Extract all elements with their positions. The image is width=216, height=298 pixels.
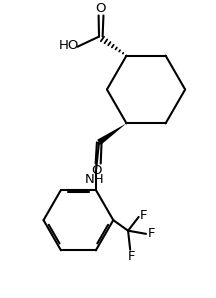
Text: F: F — [127, 250, 135, 263]
Polygon shape — [97, 123, 127, 145]
Text: NH: NH — [85, 173, 105, 187]
Text: HO: HO — [58, 39, 79, 52]
Text: F: F — [148, 227, 156, 240]
Text: F: F — [140, 209, 148, 222]
Text: O: O — [92, 164, 102, 177]
Text: O: O — [95, 2, 105, 15]
